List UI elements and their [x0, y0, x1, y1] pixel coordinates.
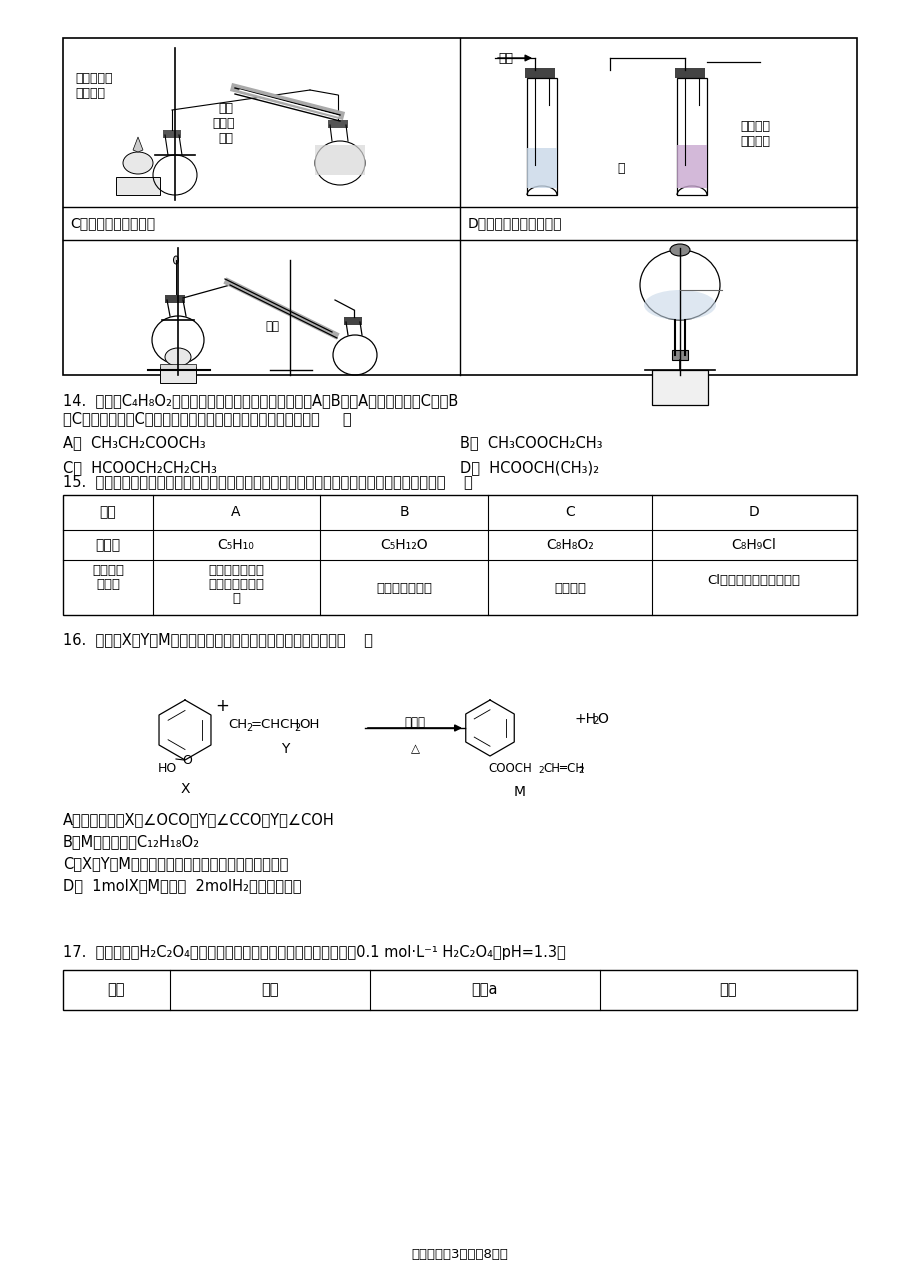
Bar: [676, 78, 706, 195]
Bar: [527, 78, 556, 195]
Text: 2: 2: [591, 716, 598, 726]
Text: 实验: 实验: [108, 983, 125, 998]
Text: 分子中含两个甲: 分子中含两个甲: [208, 578, 264, 591]
Text: O: O: [596, 712, 607, 726]
Text: 质特点: 质特点: [96, 578, 119, 591]
Bar: [116, 177, 160, 195]
Text: B．M的分子式为C₁₂H₁₈O₂: B．M的分子式为C₁₂H₁₈O₂: [62, 835, 200, 849]
Text: 酸性高锰: 酸性高锰: [739, 120, 769, 133]
Text: A．键角比较：X中∠OCO＞Y中∠CCO＞Y中∠COH: A．键角比较：X中∠OCO＞Y中∠CCO＞Y中∠COH: [62, 812, 335, 827]
Bar: [676, 145, 706, 188]
Bar: [344, 316, 361, 325]
Bar: [527, 148, 556, 188]
Bar: [62, 970, 857, 1011]
Text: 选项: 选项: [99, 505, 116, 519]
Text: C₈H₉Cl: C₈H₉Cl: [731, 538, 776, 553]
Text: D．  HCOOCH(CH₃)₂: D． HCOOCH(CH₃)₂: [460, 461, 598, 475]
Text: 水: 水: [617, 162, 624, 175]
Text: 现象: 现象: [719, 983, 736, 998]
Ellipse shape: [643, 290, 715, 320]
Ellipse shape: [640, 250, 720, 320]
Bar: [525, 68, 554, 78]
Text: 和C为同系物。若C可发生银镜反应，则原有机物的结构简式为（     ）: 和C为同系物。若C可发生银镜反应，则原有机物的结构简式为（ ）: [62, 411, 351, 426]
Text: CH: CH: [228, 718, 247, 731]
Text: C．实验室中分馏石油: C．实验室中分馏石油: [70, 216, 155, 230]
Text: +: +: [215, 697, 229, 715]
Text: 能使溴水褪色，: 能使溴水褪色，: [208, 564, 264, 577]
Text: 能发生酯化反应: 能发生酯化反应: [376, 582, 432, 595]
Bar: [160, 364, 196, 370]
Text: C₈H₈O₂: C₈H₈O₂: [546, 538, 594, 553]
Text: 酸钾溶液: 酸钾溶液: [739, 135, 769, 148]
Text: 15.  下列有机物中，符合特定性质或结构特点的同分异构体数目最少的是（不考虑立体异构）（    ）: 15. 下列有机物中，符合特定性质或结构特点的同分异构体数目最少的是（不考虑立体…: [62, 473, 472, 489]
Polygon shape: [133, 137, 142, 152]
Text: D: D: [748, 505, 758, 519]
Text: 14.  分子式C₄H₈O₂的有机物与硫酸溶液共热可得有机物A和B。将A氧化最终可得C，且B: 14. 分子式C₄H₈O₂的有机物与硫酸溶液共热可得有机物A和B。将A氧化最终可…: [62, 393, 458, 408]
Text: OH: OH: [299, 718, 319, 731]
Bar: [62, 495, 857, 615]
Ellipse shape: [669, 244, 689, 256]
Text: C．  HCOOCH₂CH₂CH₃: C． HCOOCH₂CH₂CH₃: [62, 461, 217, 475]
Text: 2: 2: [577, 766, 583, 775]
Bar: [671, 350, 687, 360]
Bar: [652, 370, 708, 404]
Text: B．  CH₃COOCH₂CH₃: B． CH₃COOCH₂CH₃: [460, 435, 602, 450]
Bar: [165, 295, 185, 302]
Text: 饱和: 饱和: [218, 102, 233, 115]
Text: 2: 2: [538, 766, 543, 775]
Text: 属于酯类: 属于酯类: [553, 582, 585, 595]
Text: A．  CH₃CH₂COOCH₃: A． CH₃CH₂COOCH₃: [62, 435, 206, 450]
Bar: [62, 38, 857, 375]
Bar: [328, 120, 347, 128]
Text: +H: +H: [574, 712, 596, 726]
Text: 2: 2: [294, 723, 300, 732]
Text: 碳酸钠: 碳酸钠: [211, 117, 234, 130]
Text: C．X、Y、M不存在顺反异构体，也不存在手性碳原子: C．X、Y、M不存在顺反异构体，也不存在手性碳原子: [62, 856, 288, 872]
Text: B: B: [399, 505, 408, 519]
Text: M: M: [514, 785, 526, 799]
Text: 基: 基: [232, 592, 240, 605]
Text: C₅H₁₀: C₅H₁₀: [218, 538, 254, 553]
Text: C₅H₁₂O: C₅H₁₂O: [380, 538, 427, 553]
Bar: [163, 130, 181, 138]
Ellipse shape: [123, 152, 153, 174]
Text: 装置: 装置: [261, 983, 278, 998]
Ellipse shape: [165, 348, 191, 366]
Text: 冷水: 冷水: [265, 320, 278, 333]
Text: 和浓硫酸: 和浓硫酸: [75, 87, 105, 100]
Text: D．  1molX、M均能和  2molH₂发生加成反应: D． 1molX、M均能和 2molH₂发生加成反应: [62, 878, 301, 893]
Text: 分子式: 分子式: [96, 538, 120, 553]
Text: O: O: [182, 754, 192, 767]
Text: 浓硫酸: 浓硫酸: [404, 716, 425, 729]
Text: D．用苯萃取碘酒中的碘: D．用苯萃取碘酒中的碘: [468, 216, 562, 230]
Bar: [314, 145, 365, 175]
Text: △: △: [410, 743, 419, 755]
Text: 气体: 气体: [497, 52, 513, 65]
Text: 17.  探究草酸（H₂C₂O₄）性质，进行如下实验。（已知：室温下，0.1 mol·L⁻¹ H₂C₂O₄的pH=1.3）: 17. 探究草酸（H₂C₂O₄）性质，进行如下实验。（已知：室温下，0.1 mo…: [62, 946, 565, 960]
Text: 溶液: 溶液: [218, 131, 233, 145]
Text: COOCH: COOCH: [488, 762, 531, 775]
Text: A: A: [231, 505, 241, 519]
Text: Cl原子不直接连在苯环上: Cl原子不直接连在苯环上: [707, 574, 800, 587]
Text: 2: 2: [245, 723, 252, 732]
Text: X: X: [180, 782, 189, 796]
Bar: [160, 367, 196, 383]
Ellipse shape: [174, 256, 178, 264]
Text: =CHCH: =CHCH: [251, 718, 300, 731]
Text: 化学试卷第3页（共8页）: 化学试卷第3页（共8页）: [411, 1248, 508, 1261]
Text: 16.  有机物X、Y、M相互转化关系如下。下列有关说法错误的是（    ）: 16. 有机物X、Y、M相互转化关系如下。下列有关说法错误的是（ ）: [62, 632, 372, 647]
Text: C: C: [564, 505, 574, 519]
Text: 乙醇、乙酸: 乙醇、乙酸: [75, 71, 112, 85]
Bar: [675, 68, 704, 78]
Text: CH═CH: CH═CH: [542, 762, 584, 775]
Bar: [0, 0, 919, 36]
Text: HO: HO: [158, 762, 177, 775]
Text: 结构或性: 结构或性: [92, 564, 124, 577]
Text: Y: Y: [280, 743, 289, 755]
Text: 试剂a: 试剂a: [471, 983, 498, 998]
